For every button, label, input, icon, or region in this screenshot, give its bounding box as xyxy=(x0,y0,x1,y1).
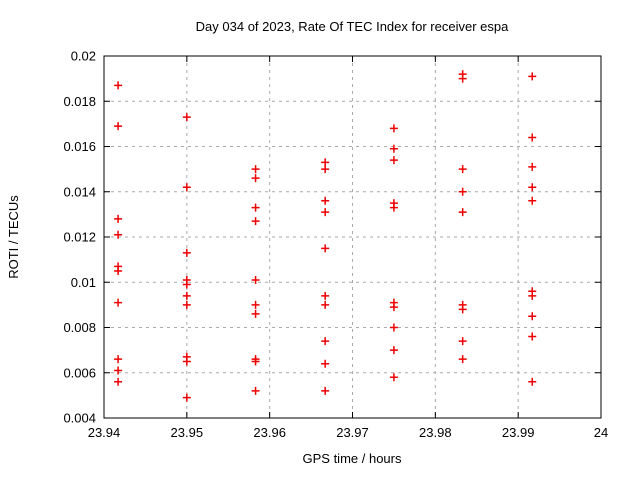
data-point-marker xyxy=(321,291,330,300)
y-tick-label: 0.01 xyxy=(71,275,96,290)
data-point-marker xyxy=(182,393,191,402)
y-tick-label: 0.018 xyxy=(63,94,96,109)
data-point-marker xyxy=(528,72,537,81)
data-point-marker xyxy=(458,337,467,346)
data-point-marker xyxy=(251,386,260,395)
data-point-marker xyxy=(389,124,398,133)
data-point-marker xyxy=(114,366,123,375)
data-point-marker xyxy=(458,355,467,364)
data-point-marker xyxy=(321,196,330,205)
data-point-marker xyxy=(321,337,330,346)
data-point-marker xyxy=(528,162,537,171)
data-point-marker xyxy=(528,312,537,321)
data-point-marker xyxy=(114,81,123,90)
data-point-marker xyxy=(528,133,537,142)
y-tick-label: 0.02 xyxy=(71,49,96,64)
data-point-marker xyxy=(114,214,123,223)
y-tick-label: 0.012 xyxy=(63,230,96,245)
data-point-marker xyxy=(528,183,537,192)
data-point-marker xyxy=(389,203,398,212)
data-point-marker xyxy=(114,122,123,131)
data-point-marker xyxy=(321,165,330,174)
chart-title: Day 034 of 2023, Rate Of TEC Index for r… xyxy=(196,19,509,34)
data-point-marker xyxy=(114,266,123,275)
x-tick-label: 24 xyxy=(594,425,608,440)
data-point-marker xyxy=(251,309,260,318)
data-point-marker xyxy=(321,158,330,167)
data-point-marker xyxy=(251,203,260,212)
x-tick-label: 23.95 xyxy=(171,425,204,440)
plot-area: 23.94 23.95 23.96 23.97 23.98 23.99 24 0.004 0.0… xyxy=(63,49,608,441)
data-point-marker xyxy=(389,156,398,165)
data-point-marker xyxy=(458,187,467,196)
data-point-marker xyxy=(389,346,398,355)
data-point-marker xyxy=(389,144,398,153)
data-point-marker xyxy=(251,275,260,284)
x-tick-label: 23.97 xyxy=(336,425,369,440)
data-point-marker xyxy=(321,359,330,368)
y-tick-label: 0.014 xyxy=(63,184,96,199)
x-tick-label: 23.96 xyxy=(253,425,286,440)
data-point-marker xyxy=(182,248,191,257)
data-point-marker xyxy=(458,74,467,83)
data-point-marker xyxy=(182,280,191,289)
data-point-marker xyxy=(251,357,260,366)
data-point-marker xyxy=(321,244,330,253)
data-point-marker xyxy=(251,300,260,309)
data-point-marker xyxy=(182,183,191,192)
data-point-marker xyxy=(458,165,467,174)
data-point-marker xyxy=(114,230,123,239)
y-tick-label: 0.008 xyxy=(63,320,96,335)
data-point-marker xyxy=(114,377,123,386)
data-point-marker xyxy=(458,305,467,314)
data-point-marker xyxy=(182,300,191,309)
data-point-marker xyxy=(528,332,537,341)
data-point-marker xyxy=(321,208,330,217)
data-point-marker xyxy=(389,303,398,312)
data-point-marker xyxy=(458,208,467,217)
data-point-marker xyxy=(321,300,330,309)
data-point-marker xyxy=(182,291,191,300)
data-point-marker xyxy=(389,323,398,332)
data-point-marker xyxy=(114,355,123,364)
data-point-marker xyxy=(251,165,260,174)
data-point-marker xyxy=(528,291,537,300)
x-tick-label: 23.98 xyxy=(419,425,452,440)
y-axis-label: ROTI / TECUs xyxy=(6,195,21,279)
data-point-marker xyxy=(182,113,191,122)
data-point-marker xyxy=(251,217,260,226)
data-point-marker xyxy=(389,373,398,382)
x-tick-label: 23.99 xyxy=(502,425,535,440)
data-point-marker xyxy=(182,357,191,366)
y-tick-label: 0.004 xyxy=(63,411,96,426)
data-point-marker xyxy=(114,298,123,307)
data-point-marker xyxy=(251,174,260,183)
x-axis-label: GPS time / hours xyxy=(303,451,402,466)
y-tick-label: 0.016 xyxy=(63,139,96,154)
x-tick-label: 23.94 xyxy=(88,425,121,440)
data-point-marker xyxy=(321,386,330,395)
y-tick-label: 0.006 xyxy=(63,365,96,380)
plot-border xyxy=(103,55,602,419)
data-point-marker xyxy=(528,377,537,386)
data-point-marker xyxy=(528,196,537,205)
